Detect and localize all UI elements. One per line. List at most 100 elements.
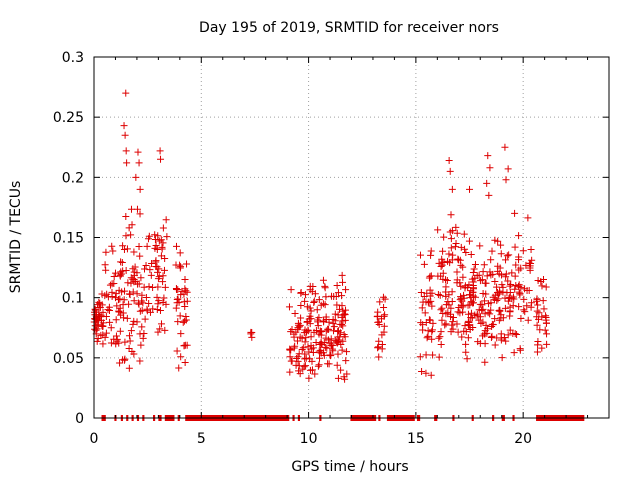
data-point [140, 330, 148, 338]
data-point [176, 312, 184, 320]
data-point [130, 297, 138, 305]
data-point [130, 248, 138, 256]
data-point [511, 243, 519, 251]
data-point [374, 343, 382, 351]
data-point [338, 271, 346, 279]
data-point [129, 288, 137, 296]
data-point [136, 185, 144, 193]
data-point [125, 364, 133, 372]
data-point [482, 321, 490, 329]
data-point [499, 283, 507, 291]
data-point [133, 269, 141, 277]
data-point [457, 261, 465, 269]
data-point [321, 301, 329, 309]
data-point [174, 318, 182, 326]
data-point [454, 328, 462, 336]
data-point [462, 348, 470, 356]
data-point [183, 297, 191, 305]
data-point [422, 351, 430, 359]
data-point [101, 261, 109, 269]
data-point [120, 122, 128, 130]
grid-lines [94, 57, 609, 418]
data-point [457, 243, 465, 251]
data-point [486, 310, 494, 318]
data-point [466, 301, 474, 309]
data-point [448, 298, 456, 306]
data-point [316, 340, 324, 348]
data-point [119, 267, 127, 275]
data-point [342, 357, 350, 365]
data-point [427, 247, 435, 255]
data-point [301, 338, 309, 346]
data-point [127, 279, 135, 287]
data-point [476, 242, 484, 250]
data-point [434, 290, 442, 298]
data-point [159, 272, 167, 280]
data-point [421, 309, 429, 317]
data-point [438, 258, 446, 266]
data-point [107, 339, 115, 347]
data-point [338, 346, 346, 354]
data-point [459, 263, 467, 271]
data-point [286, 353, 294, 361]
data-point [292, 361, 300, 369]
data-point [142, 262, 150, 270]
data-point [434, 272, 442, 280]
data-point [443, 276, 451, 284]
data-point [173, 286, 181, 294]
data-point [509, 293, 517, 301]
data-point [505, 251, 513, 259]
data-point [322, 313, 330, 321]
data-point [295, 350, 303, 358]
data-point [416, 251, 424, 259]
data-point [509, 302, 517, 310]
data-point [538, 282, 546, 290]
data-point [181, 358, 189, 366]
data-point [112, 316, 120, 324]
data-point [517, 264, 525, 272]
x-tick-label: 20 [514, 431, 532, 447]
data-point [154, 232, 162, 240]
data-point [456, 256, 464, 264]
data-point [516, 346, 524, 354]
data-point [133, 290, 141, 298]
y-tick-label: 0.05 [53, 351, 84, 367]
data-point [424, 332, 432, 340]
data-point [416, 353, 424, 361]
data-point [102, 248, 110, 256]
data-point [296, 370, 304, 378]
data-point [99, 322, 107, 330]
data-point [314, 318, 322, 326]
data-point [140, 283, 148, 291]
data-point [153, 263, 161, 271]
data-point [143, 242, 151, 250]
data-point [326, 351, 334, 359]
data-point [446, 167, 454, 175]
data-point [247, 330, 255, 338]
data-point [182, 316, 190, 324]
data-point [493, 283, 501, 291]
data-point [502, 176, 510, 184]
data-point [485, 300, 493, 308]
data-point [311, 290, 319, 298]
data-point [484, 309, 492, 317]
data-point [154, 283, 162, 291]
data-point [422, 318, 430, 326]
data-point [517, 283, 525, 291]
data-point [458, 333, 466, 341]
data-point [121, 338, 129, 346]
data-point [491, 341, 499, 349]
data-point [452, 223, 460, 231]
data-point [542, 283, 550, 291]
data-point [181, 275, 189, 283]
data-point [448, 185, 456, 193]
data-point [313, 306, 321, 314]
data-point [334, 350, 342, 358]
data-point [176, 249, 184, 257]
data-point [488, 247, 496, 255]
data-point [460, 230, 468, 238]
data-point [456, 309, 464, 317]
data-point [515, 303, 523, 311]
data-point [160, 294, 168, 302]
data-point [116, 327, 124, 335]
